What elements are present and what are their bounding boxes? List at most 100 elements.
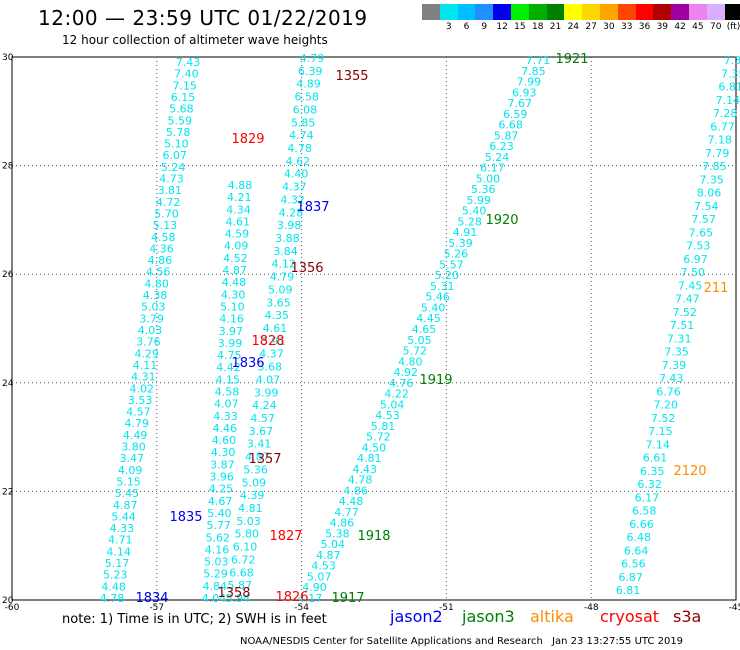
wave-height-value: 4.86 xyxy=(330,517,355,530)
legend-swatch xyxy=(706,4,725,20)
satellite-legend-item: jason3 xyxy=(462,607,515,626)
wave-height-value: 5.40 xyxy=(207,507,232,520)
lat-tick-label: 28 xyxy=(2,162,14,172)
legend-label: 24 xyxy=(567,22,580,32)
wave-height-value: 3.91 xyxy=(261,335,286,348)
wave-height-value: 3.98 xyxy=(277,219,302,232)
wave-height-value: 5.87 xyxy=(494,129,519,142)
wave-height-value: 5.59 xyxy=(167,114,192,127)
wave-height-value: 3.41 xyxy=(247,438,272,451)
wave-height-value: 6.10 xyxy=(233,541,258,554)
wave-height-value: 4.73 xyxy=(159,173,184,186)
wave-height-value: 5.85 xyxy=(291,116,316,129)
orbit-label: 1826 xyxy=(275,590,308,605)
legend-label: 3 xyxy=(445,22,452,32)
wave-height-value: 4.78 xyxy=(348,474,373,487)
orbit-label: 1356 xyxy=(290,261,323,276)
wave-height-value: 4.59 xyxy=(225,228,250,241)
wave-height-value: 4.32 xyxy=(280,193,305,206)
lon-tick-label: -45 xyxy=(729,603,740,613)
wave-height-value: 4.25 xyxy=(209,483,234,496)
wave-height-value: 6.72 xyxy=(231,553,256,566)
wave-height-value: 4.21 xyxy=(227,191,252,204)
wave-height-value: 3.88 xyxy=(275,232,300,245)
wave-height-value: 4.79 xyxy=(300,52,325,65)
wave-height-value: 4.07 xyxy=(214,398,239,411)
wave-height-value: 3.99 xyxy=(254,386,279,399)
wave-height-value: 4.62 xyxy=(286,155,311,168)
wave-height-value: 5.80 xyxy=(235,528,260,541)
wave-height-value: 4.61 xyxy=(263,322,288,335)
lat-tick-label: 24 xyxy=(2,379,14,389)
wave-height-value: 6.77 xyxy=(710,120,735,133)
orbit-label: 1920 xyxy=(485,213,518,228)
legend-swatch xyxy=(528,4,547,20)
wave-height-value: 5.03 xyxy=(204,556,229,569)
legend-label: 21 xyxy=(549,22,562,32)
wave-height-value: 3.68 xyxy=(257,361,282,374)
orbit-label: 1827 xyxy=(269,529,302,544)
wave-height-value: 5.17 xyxy=(105,557,130,570)
wave-height-value: 5.78 xyxy=(166,126,191,139)
lat-tick-label: 20 xyxy=(2,596,14,606)
legend-label: 12 xyxy=(496,22,508,32)
wave-height-value: 4.36 xyxy=(149,242,174,255)
wave-height-value: 5.10 xyxy=(164,138,189,151)
wave-height-value: 4.89 xyxy=(296,78,321,91)
wave-height-value: 5.40 xyxy=(462,205,487,218)
wave-height-value: 5.77 xyxy=(206,519,231,532)
wave-height-value: 4.31 xyxy=(131,371,156,384)
wave-height-value: 5.36 xyxy=(243,463,268,476)
wave-height-value: 6.56 xyxy=(621,558,646,571)
wave-height-value: 5.31 xyxy=(430,280,455,293)
wave-height-value: 4.52 xyxy=(223,252,248,265)
orbit-label: 1919 xyxy=(419,373,452,388)
legend-label: 42 xyxy=(674,22,686,32)
wave-height-value: 4.78 xyxy=(287,142,312,155)
orbit-label: 1921 xyxy=(555,52,588,67)
wave-height-value: 5.26 xyxy=(444,248,469,261)
wave-height-value: 7.47 xyxy=(675,293,700,306)
wave-height-value: 3.87 xyxy=(210,458,235,471)
wave-height-value: 6.68 xyxy=(229,566,254,579)
wave-height-value: 7.15 xyxy=(172,79,197,92)
wave-height-value: 6.66 xyxy=(629,518,654,531)
legend-label: 33 xyxy=(620,22,633,32)
legend-swatch xyxy=(546,4,565,20)
wave-height-value: 6.39 xyxy=(298,65,323,78)
wave-height-value: 8.06 xyxy=(697,187,722,200)
wave-height-value: 5.40 xyxy=(421,301,446,314)
wave-height-value: 4.09 xyxy=(118,464,143,477)
wave-height-value: 5.09 xyxy=(268,283,293,296)
wave-height-value: 5.72 xyxy=(403,345,428,358)
wave-height-value: 6.17 xyxy=(480,162,505,175)
legend-swatch xyxy=(439,4,458,20)
color-scale-legend xyxy=(422,4,740,20)
orbit-label: 1828 xyxy=(251,334,284,349)
wave-height-value: 5.05 xyxy=(407,334,432,347)
wave-height-value: 3.81 xyxy=(158,184,183,197)
wave-height-value: 7.57 xyxy=(691,213,716,226)
wave-height-value: 4.07 xyxy=(256,373,281,386)
lon-tick-label: -60 xyxy=(5,603,20,613)
wave-height-value: 6.76 xyxy=(656,385,681,398)
wave-height-value: 4.88 xyxy=(228,179,253,192)
wave-height-value: 3.67 xyxy=(249,425,274,438)
wave-height-value: 4.50 xyxy=(362,441,387,454)
orbit-label: 1918 xyxy=(357,529,390,544)
wave-height-value: 6.08 xyxy=(293,103,318,116)
wave-height-value: 3.79 xyxy=(139,312,164,325)
wave-height-value: 5.39 xyxy=(448,237,473,250)
footer-timestamp: Jan 23 13:27:55 UTC 2019 xyxy=(552,636,684,647)
map-frame xyxy=(11,56,737,601)
legend-label: 9 xyxy=(481,22,488,32)
wave-height-value: 5.62 xyxy=(206,531,231,544)
wave-height-value: 4.65 xyxy=(412,323,437,336)
wave-height-value: 4.30 xyxy=(221,288,246,301)
legend-label: 6 xyxy=(463,22,470,32)
wave-height-value: 4.92 xyxy=(394,366,419,379)
wave-height-value: 4.42 xyxy=(216,361,241,374)
wave-height-value: 4.67 xyxy=(208,495,233,508)
wave-height-value: 5.72 xyxy=(366,431,391,444)
wave-height-value: 6.23 xyxy=(489,140,514,153)
